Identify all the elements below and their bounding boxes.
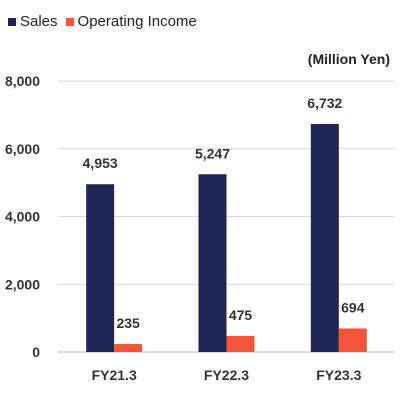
legend-swatch-sales [8, 17, 16, 26]
unit-label: (Million Yen) [307, 51, 390, 67]
data-label-sales: 5,247 [195, 145, 230, 161]
x-tick-label: FY23.3 [316, 367, 361, 383]
bar-operating-income [226, 335, 255, 352]
legend-label-sales: Sales [20, 13, 58, 30]
y-tick-label: 4,000 [5, 209, 40, 225]
data-label-sales: 6,732 [307, 95, 342, 111]
bar-operating-income [114, 344, 143, 352]
data-label-operating-income: 235 [116, 315, 140, 331]
bar-sales [198, 174, 227, 352]
data-label-sales: 4,953 [83, 155, 118, 171]
legend-item-sales: Sales [8, 13, 58, 30]
legend-swatch-operating-income [65, 17, 74, 26]
bar-operating-income [338, 328, 367, 352]
y-tick-label: 2,000 [5, 276, 40, 292]
legend-item-operating-income: Operating Income [65, 13, 197, 30]
x-tick-label: FY22.3 [204, 367, 249, 383]
y-tick-label: 6,000 [5, 141, 40, 157]
data-label-operating-income: 475 [229, 307, 253, 323]
bar-sales [86, 184, 115, 352]
legend: Sales Operating Income [8, 13, 205, 30]
y-tick-label: 8,000 [5, 73, 40, 89]
bar-sales [310, 123, 339, 353]
x-tick-label: FY21.3 [92, 367, 137, 383]
legend-label-operating-income: Operating Income [77, 13, 197, 30]
data-label-operating-income: 694 [341, 299, 365, 315]
y-tick-label: 0 [32, 344, 40, 360]
